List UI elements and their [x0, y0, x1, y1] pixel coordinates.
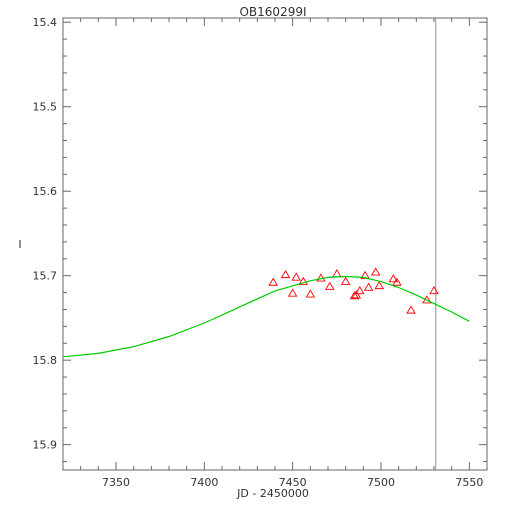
data-point-triangle: [332, 269, 342, 278]
data-point-triangle: [360, 270, 370, 279]
data-point-triangle: [406, 305, 416, 314]
x-tick-label: 7400: [190, 476, 218, 489]
y-tick-label: 15.6: [33, 185, 58, 198]
x-axis-label: JD - 2450000: [236, 487, 309, 500]
data-point-triangle: [351, 290, 362, 299]
data-point-triangle: [374, 280, 385, 290]
data-point-triangle: [370, 267, 381, 276]
x-tick-label: 7500: [367, 476, 395, 489]
data-point-triangle: [363, 282, 374, 291]
data-point-triangle: [340, 276, 351, 285]
data-point-triangle: [349, 291, 360, 300]
data-point-triangle: [287, 288, 298, 297]
x-tick-label: 7350: [102, 476, 130, 489]
y-axis-label: I: [18, 238, 21, 251]
y-tick-label: 15.5: [33, 101, 58, 114]
x-tick-label: 7550: [455, 476, 483, 489]
data-point-triangle: [298, 276, 309, 285]
y-tick-label: 15.4: [33, 16, 58, 29]
y-tick-label: 15.9: [33, 439, 58, 452]
model-curve: [62, 275, 470, 358]
data-point-triangle: [388, 274, 399, 283]
data-point-triangle: [291, 272, 301, 281]
data-point-triangle: [324, 281, 335, 290]
y-tick-label: 15.8: [33, 354, 58, 367]
data-point-triangle: [429, 286, 439, 295]
chart-title: OB160299I: [239, 5, 306, 19]
data-point-triangle: [268, 277, 279, 286]
plot-frame: [62, 17, 488, 471]
data-point-triangle: [305, 289, 316, 298]
data-point-triangle: [355, 286, 365, 295]
y-tick-label: 15.7: [33, 270, 58, 283]
data-point-triangle: [280, 269, 291, 279]
x-tick-label: 7450: [279, 476, 307, 489]
data-point-triangle: [316, 273, 326, 282]
data-point-triangle: [392, 277, 402, 286]
